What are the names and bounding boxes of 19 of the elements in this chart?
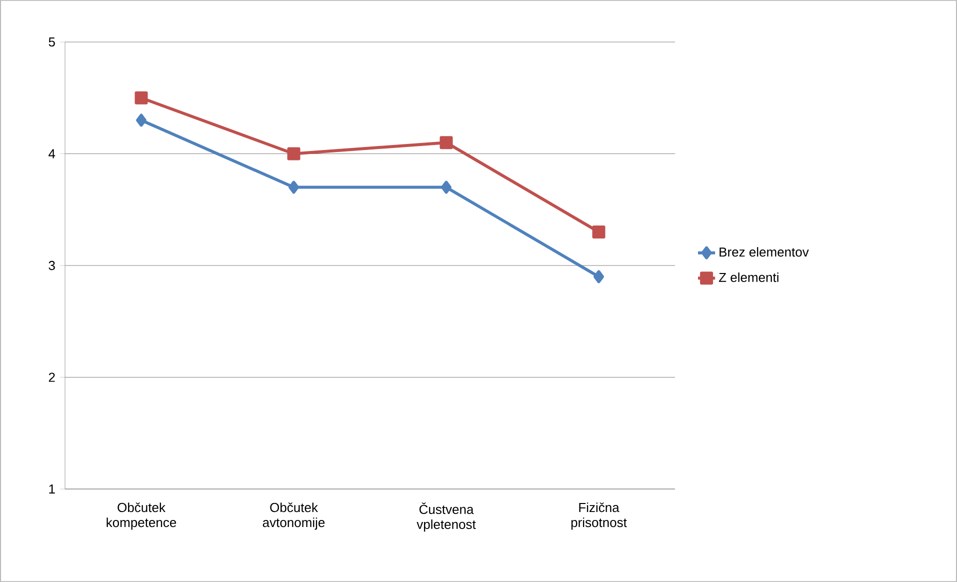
point: [288, 180, 300, 194]
legend-label: Brez elementov: [720, 247, 809, 257]
x-tick-label: Fizična prisotnost: [571, 502, 627, 530]
y-tick-label: 3: [48, 260, 55, 270]
point: [134, 91, 148, 104]
y-tick-label: 1: [49, 484, 55, 494]
legend-label: Z elementi: [718, 272, 778, 282]
point: [594, 270, 604, 284]
y-tick-label: 2: [48, 372, 55, 382]
x-tick-label: Čustvena vpletenost: [416, 502, 476, 532]
y-tick-label: 5: [48, 37, 55, 47]
x-tick-label: Občutek kompetence: [106, 502, 176, 530]
point: [441, 180, 452, 194]
point: [592, 225, 606, 238]
y-tick-label: 4: [48, 149, 56, 158]
x-tick-label: Občutek avtonomije: [262, 502, 325, 530]
point: [287, 147, 300, 160]
point: [440, 136, 453, 150]
point: [136, 114, 147, 127]
